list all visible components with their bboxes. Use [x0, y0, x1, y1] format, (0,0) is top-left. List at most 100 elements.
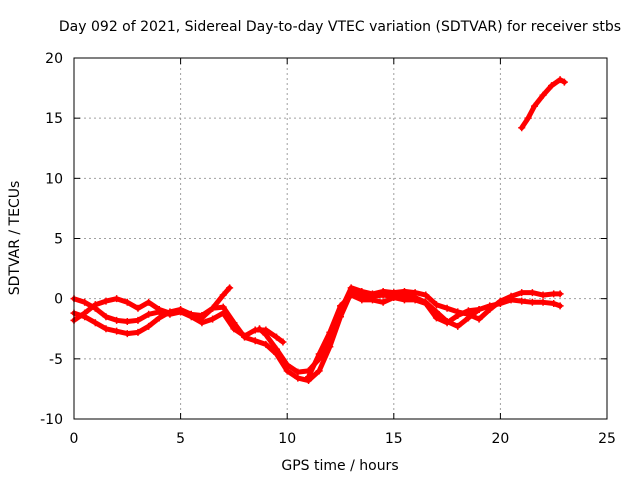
data-point	[379, 287, 387, 295]
data-point	[347, 284, 355, 292]
data-point	[273, 333, 281, 341]
data-point	[518, 124, 526, 132]
data-point	[166, 309, 174, 317]
data-point	[123, 298, 131, 306]
data-point	[305, 373, 313, 381]
data-point	[187, 313, 195, 321]
data-point	[81, 309, 89, 317]
data-point	[454, 322, 462, 330]
plot-frame	[73, 57, 608, 420]
data-point	[464, 307, 472, 315]
y-tick-label: 15	[45, 111, 63, 127]
data-point	[550, 299, 558, 307]
data-point	[102, 297, 110, 305]
data-point	[262, 331, 270, 339]
series-arc-3	[70, 295, 287, 346]
data-point	[251, 337, 259, 345]
data-point	[556, 302, 564, 310]
data-point	[219, 291, 227, 299]
data-point	[134, 304, 142, 312]
data-point	[255, 325, 263, 333]
data-point	[226, 284, 234, 292]
data-point	[486, 305, 494, 313]
data-point	[539, 91, 547, 99]
data-point	[539, 298, 547, 306]
data-point	[358, 296, 366, 304]
y-tick-label: 20	[45, 51, 63, 67]
data-point	[443, 304, 451, 312]
chart-title: Day 092 of 2021, Sidereal Day-to-day VTE…	[59, 19, 621, 35]
data-point	[134, 316, 142, 324]
data-point	[496, 297, 504, 305]
y-axis-label: SDTVAR / TECUs	[7, 181, 23, 296]
data-point	[454, 312, 462, 320]
data-point	[241, 332, 249, 340]
data-series-layer	[70, 76, 568, 384]
x-tick-label: 10	[278, 431, 296, 447]
data-point	[294, 368, 302, 376]
data-point	[123, 330, 131, 338]
data-point	[326, 328, 334, 336]
data-point	[528, 298, 536, 306]
data-point	[145, 310, 153, 318]
data-point	[556, 76, 564, 84]
data-point	[475, 305, 483, 313]
data-point	[262, 340, 270, 348]
data-point	[102, 313, 110, 321]
data-point	[113, 327, 121, 335]
data-point	[155, 305, 163, 313]
data-point	[315, 350, 323, 358]
data-point	[315, 367, 323, 375]
data-point	[358, 287, 366, 295]
series-arc-6	[518, 76, 568, 132]
data-point	[531, 102, 539, 110]
x-tick-label: 20	[491, 431, 509, 447]
data-point	[198, 319, 206, 327]
data-point	[411, 289, 419, 297]
data-point	[400, 296, 408, 304]
data-point	[400, 287, 408, 295]
data-point	[198, 312, 206, 320]
data-point	[390, 293, 398, 301]
series-arc-5	[305, 291, 483, 381]
tick-labels: 0 5 10 15 20 25 -10 -5 0 5 10 15 20	[40, 51, 616, 447]
data-point	[560, 78, 568, 86]
y-tick-label: 10	[45, 171, 63, 187]
y-tick-label: -5	[49, 352, 63, 368]
y-tick-label: -10	[40, 412, 63, 428]
x-tick-label: 5	[176, 431, 185, 447]
data-point	[219, 309, 227, 317]
x-tick-label: 25	[598, 431, 616, 447]
data-point	[279, 338, 287, 346]
data-point	[283, 367, 291, 375]
data-point	[230, 325, 238, 333]
y-tick-label: 0	[54, 292, 63, 308]
data-point	[91, 301, 99, 309]
data-point	[273, 345, 281, 353]
data-point	[432, 301, 440, 309]
data-point	[411, 296, 419, 304]
data-point	[91, 319, 99, 327]
data-point	[368, 296, 376, 304]
series-arc-4	[255, 284, 564, 376]
data-point	[550, 290, 558, 298]
data-point	[475, 315, 483, 323]
data-point	[528, 289, 536, 297]
data-point	[113, 316, 121, 324]
x-axis-label: GPS time / hours	[281, 458, 398, 474]
data-point	[145, 298, 153, 306]
x-tick-label: 15	[385, 431, 403, 447]
data-point	[368, 290, 376, 298]
data-point	[443, 319, 451, 327]
data-point	[145, 322, 153, 330]
data-point	[422, 299, 430, 307]
x-tick-label: 0	[70, 431, 79, 447]
data-point	[337, 302, 344, 310]
y-tick-label: 5	[54, 232, 63, 248]
data-point	[548, 82, 556, 90]
data-point	[539, 291, 547, 299]
data-point	[209, 315, 217, 323]
data-point	[81, 298, 89, 306]
